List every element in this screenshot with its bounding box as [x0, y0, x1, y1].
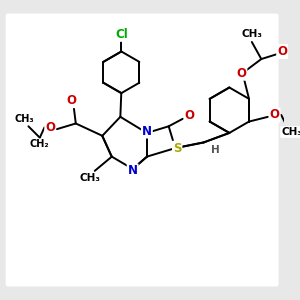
Text: S: S [173, 142, 182, 154]
Text: O: O [45, 121, 55, 134]
Text: O: O [66, 94, 76, 107]
Text: N: N [142, 124, 152, 137]
Text: O: O [270, 108, 280, 122]
Text: N: N [128, 164, 138, 177]
Text: H: H [211, 145, 220, 155]
Text: CH₂: CH₂ [30, 139, 50, 149]
FancyBboxPatch shape [6, 14, 279, 286]
Text: CH₃: CH₃ [15, 114, 34, 124]
Text: O: O [277, 45, 287, 58]
Text: O: O [236, 67, 246, 80]
Text: CH₃: CH₃ [281, 127, 300, 137]
Text: CH₃: CH₃ [241, 29, 262, 39]
Text: O: O [184, 110, 194, 122]
Text: Cl: Cl [115, 28, 128, 41]
Text: CH₃: CH₃ [80, 173, 100, 183]
